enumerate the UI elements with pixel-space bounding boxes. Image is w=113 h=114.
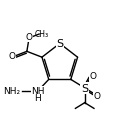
Text: O: O (88, 72, 95, 81)
Text: NH: NH (31, 87, 44, 96)
Text: O: O (25, 33, 32, 42)
Text: S: S (56, 39, 63, 49)
Text: CH₃: CH₃ (34, 30, 48, 39)
Text: O: O (93, 91, 100, 100)
Text: S: S (80, 83, 87, 93)
Text: H: H (34, 93, 41, 102)
Text: NH₂: NH₂ (3, 86, 20, 95)
Text: O: O (8, 52, 15, 60)
